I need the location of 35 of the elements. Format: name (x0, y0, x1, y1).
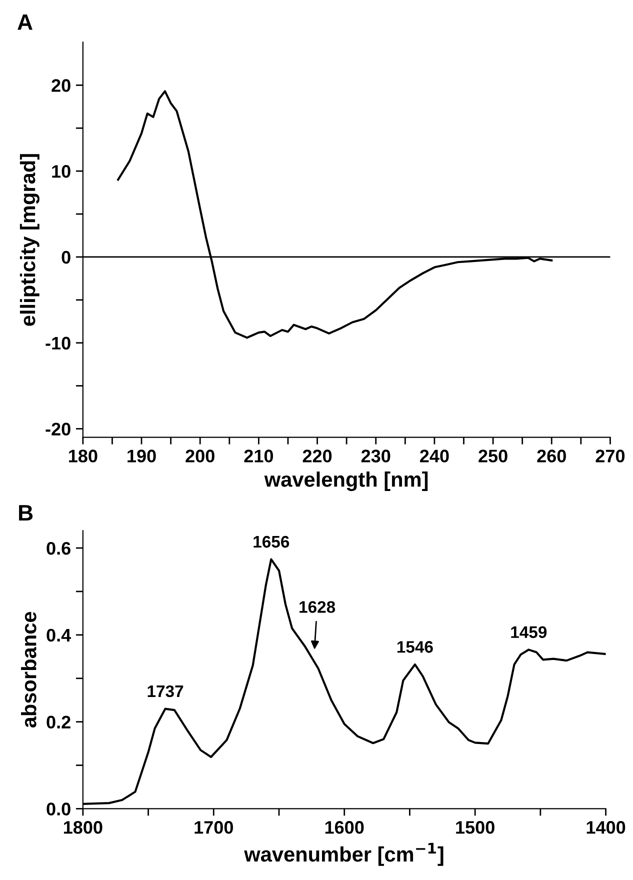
x-tick-label: 1700 (194, 821, 233, 834)
annotation: 1628 (300, 601, 336, 613)
x-axis-title: wavelength [nm] (264, 472, 428, 492)
annotation: 1459 (511, 626, 547, 638)
x-tick-label: 230 (361, 450, 390, 462)
annotation: 1737 (148, 685, 184, 698)
x-tick-label: 220 (302, 450, 332, 462)
x-axis-title: wavenumber [cm$^{−1}$] (244, 842, 444, 866)
y-tick-label: 0.6 (46, 542, 70, 555)
x-tick-label: 190 (128, 450, 156, 462)
y-tick-label: -10 (46, 336, 70, 350)
x-tick-label: 210 (244, 450, 274, 462)
y-tick-label: 20 (52, 79, 70, 92)
y-tick-label: -20 (46, 422, 70, 436)
y-tick-label: 0.2 (46, 716, 70, 729)
x-tick-label: 240 (420, 450, 449, 462)
x-tick-label: 200 (186, 450, 214, 462)
y-tick-label: 0.4 (46, 628, 72, 642)
y-tick-label: 0 (62, 250, 70, 264)
x-tick-label: 1400 (586, 821, 626, 834)
x-tick-label: 260 (537, 450, 566, 462)
annotation: 1546 (397, 641, 433, 653)
x-tick-label: 1600 (325, 821, 364, 834)
chart-title: A (18, 14, 32, 30)
x-tick-label: 1500 (456, 821, 494, 834)
annotation: 1656 (254, 536, 290, 548)
x-tick-label: 270 (596, 450, 625, 462)
y-axis-title: absorbance (21, 612, 36, 728)
y-tick-label: 0.0 (46, 802, 70, 816)
chart-title: B (19, 505, 33, 520)
y-axis-title: ellipticity [mgrad] (20, 154, 40, 326)
y-tick-label: 10 (52, 165, 70, 178)
x-tick-label: 250 (478, 450, 508, 462)
x-tick-label: 180 (69, 450, 98, 462)
x-tick-label: 1800 (64, 821, 102, 834)
